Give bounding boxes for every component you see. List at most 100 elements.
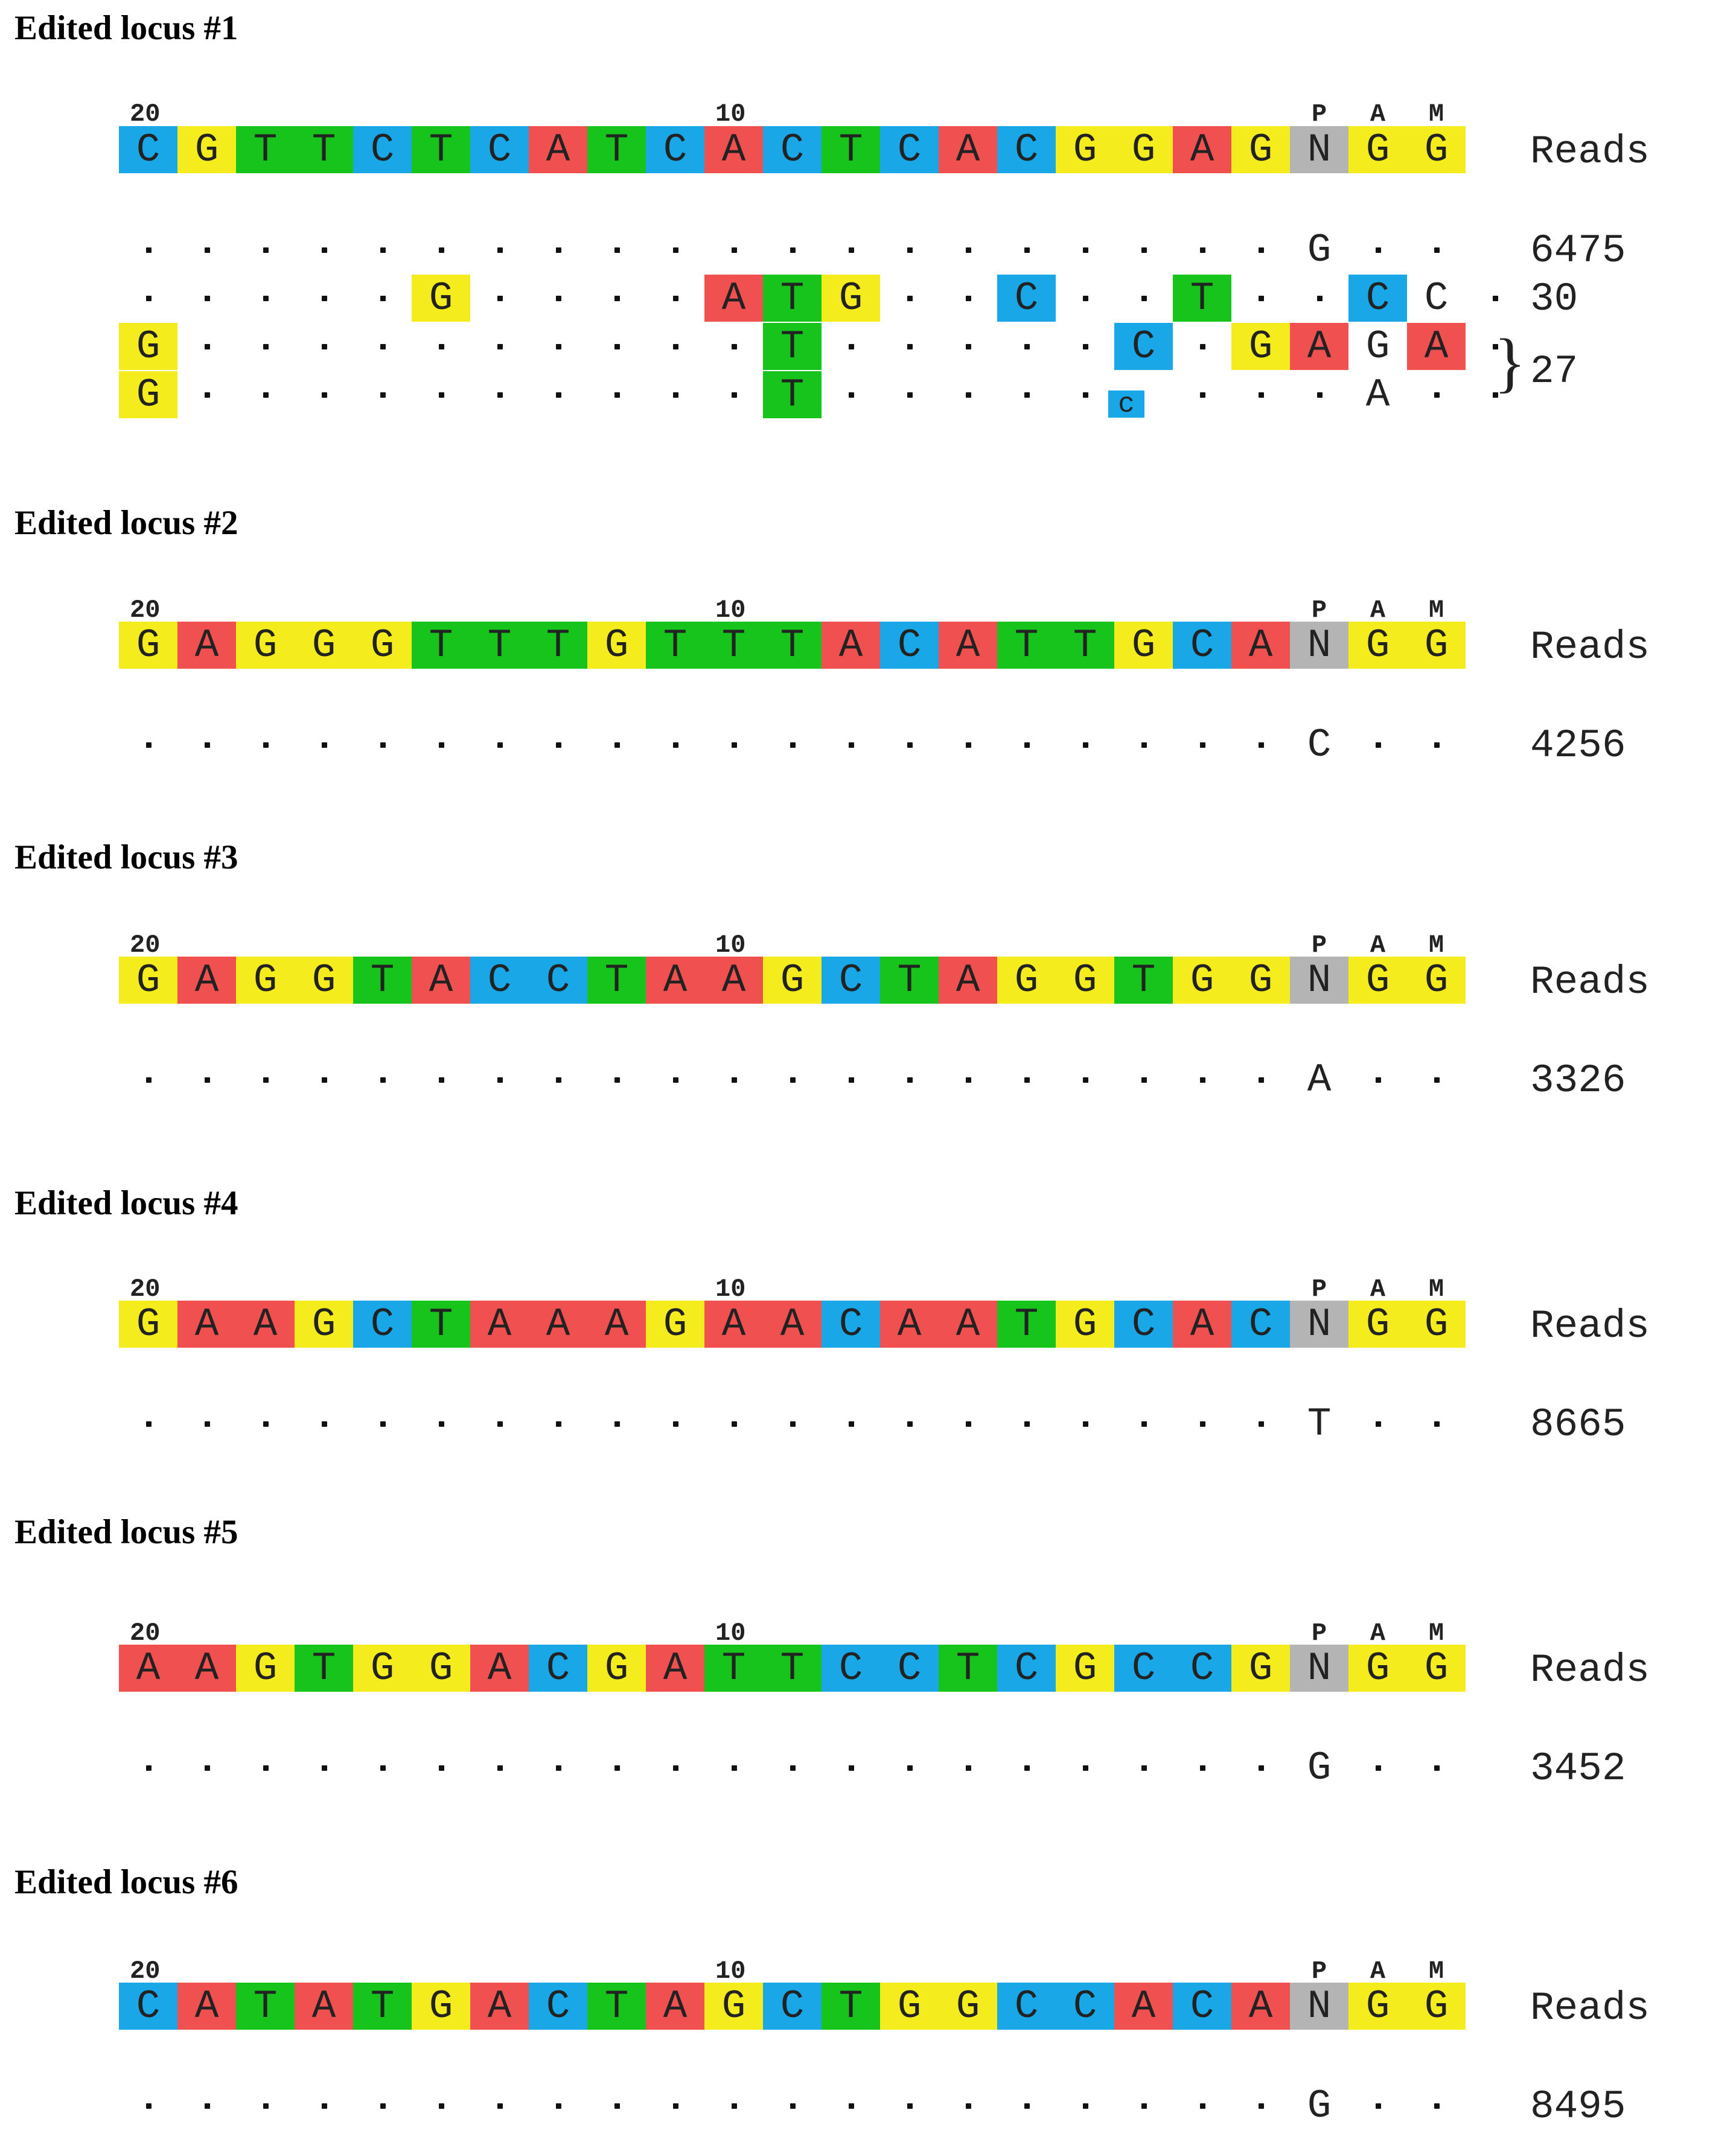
reference-base: A — [822, 622, 880, 669]
reference-base: A — [119, 1645, 177, 1692]
reference-base: G — [1407, 1983, 1466, 2030]
reference-base: G — [236, 957, 295, 1004]
match-dot — [321, 2103, 327, 2109]
match-dot — [1024, 742, 1030, 748]
match-dot — [1082, 296, 1088, 301]
variant-base: G — [119, 323, 177, 370]
read-base: G — [1307, 1745, 1332, 1791]
match-dot — [790, 2103, 796, 2109]
reference-base: C — [880, 126, 939, 173]
reference-base: N — [1290, 1983, 1348, 2030]
reference-base: G — [587, 622, 646, 669]
position-label-20: 20 — [130, 1957, 161, 1986]
reference-base: G — [1407, 622, 1466, 669]
match-dot — [263, 1421, 269, 1427]
match-dot — [555, 247, 561, 253]
pam-label: M — [1428, 1957, 1444, 1986]
match-dot — [965, 2103, 971, 2109]
match-dot — [907, 742, 913, 748]
match-dot — [145, 1077, 152, 1083]
match-dot — [672, 392, 678, 398]
read-base: C — [1424, 275, 1449, 321]
match-dot — [848, 344, 854, 349]
pam-label: M — [1428, 931, 1444, 960]
match-dot — [438, 1421, 444, 1427]
match-dot — [614, 296, 620, 301]
match-dot — [1199, 1765, 1205, 1771]
match-dot — [497, 1765, 503, 1771]
match-dot — [1434, 247, 1440, 253]
reference-base: N — [1290, 1645, 1348, 1692]
read-base: A — [1307, 1057, 1332, 1103]
locus-title: Edited locus #2 — [14, 504, 238, 542]
match-dot — [438, 1765, 444, 1771]
reference-base: G — [1114, 126, 1173, 173]
match-dot — [1141, 247, 1147, 253]
reference-base: G — [353, 1645, 412, 1692]
reference-base: A — [939, 126, 997, 173]
variant-base: A — [1290, 323, 1348, 370]
reference-base: G — [1231, 1645, 1290, 1692]
match-dot — [380, 1765, 386, 1771]
match-dot — [380, 392, 386, 398]
reference-base: G — [353, 622, 412, 669]
reference-base: G — [295, 1301, 353, 1348]
match-dot — [1375, 1077, 1381, 1083]
reference-base: G — [177, 126, 236, 173]
reference-base: A — [1231, 622, 1290, 669]
reference-base: C — [822, 1645, 880, 1692]
reads-label: Reads — [1530, 1304, 1650, 1349]
match-dot — [907, 1421, 913, 1427]
reference-base: G — [1056, 1645, 1114, 1692]
match-dot — [145, 247, 152, 253]
match-dot — [907, 247, 913, 253]
match-dot — [1434, 742, 1440, 748]
match-dot — [263, 742, 269, 748]
variant-base: G — [119, 371, 177, 418]
reference-base: G — [295, 622, 353, 669]
reference-base: N — [1290, 126, 1348, 173]
reads-label: Reads — [1530, 129, 1650, 174]
match-dot — [1434, 1421, 1440, 1427]
reference-base: T — [529, 622, 587, 669]
reference-base: G — [646, 1301, 704, 1348]
match-dot — [965, 247, 971, 253]
reference-base: G — [997, 957, 1056, 1004]
match-dot — [204, 1421, 210, 1427]
reference-base: G — [1407, 126, 1466, 173]
reference-base: T — [412, 126, 470, 173]
match-dot — [438, 392, 444, 398]
match-dot — [321, 1077, 327, 1083]
match-dot — [204, 742, 210, 748]
match-dot — [1082, 1765, 1088, 1771]
reference-base: C — [822, 1301, 880, 1348]
reference-base: C — [1173, 1645, 1231, 1692]
reference-base: A — [295, 1983, 353, 2030]
reference-base: G — [1056, 957, 1114, 1004]
match-dot — [1375, 742, 1381, 748]
variant-base: A — [704, 275, 763, 322]
reference-base: G — [1348, 1301, 1407, 1348]
reference-base: G — [939, 1983, 997, 2030]
match-dot — [263, 2103, 269, 2109]
match-dot — [1375, 1765, 1381, 1771]
match-dot — [1199, 247, 1205, 253]
match-dot — [1434, 1765, 1440, 1771]
match-dot — [1024, 247, 1030, 253]
match-dot — [1258, 2103, 1264, 2109]
match-dot — [672, 742, 678, 748]
locus-title: Edited locus #3 — [14, 838, 238, 876]
reference-base: G — [1407, 1645, 1466, 1692]
match-dot — [1258, 296, 1264, 301]
match-dot — [380, 1077, 386, 1083]
match-dot — [907, 296, 913, 301]
reference-base: C — [997, 1645, 1056, 1692]
match-dot — [672, 344, 678, 349]
locus-title: Edited locus #5 — [14, 1513, 238, 1551]
position-label-10: 10 — [715, 1619, 746, 1648]
reference-base: T — [1056, 622, 1114, 669]
reference-base: A — [177, 622, 236, 669]
reference-base: G — [1348, 1983, 1407, 2030]
reference-base: C — [119, 126, 177, 173]
